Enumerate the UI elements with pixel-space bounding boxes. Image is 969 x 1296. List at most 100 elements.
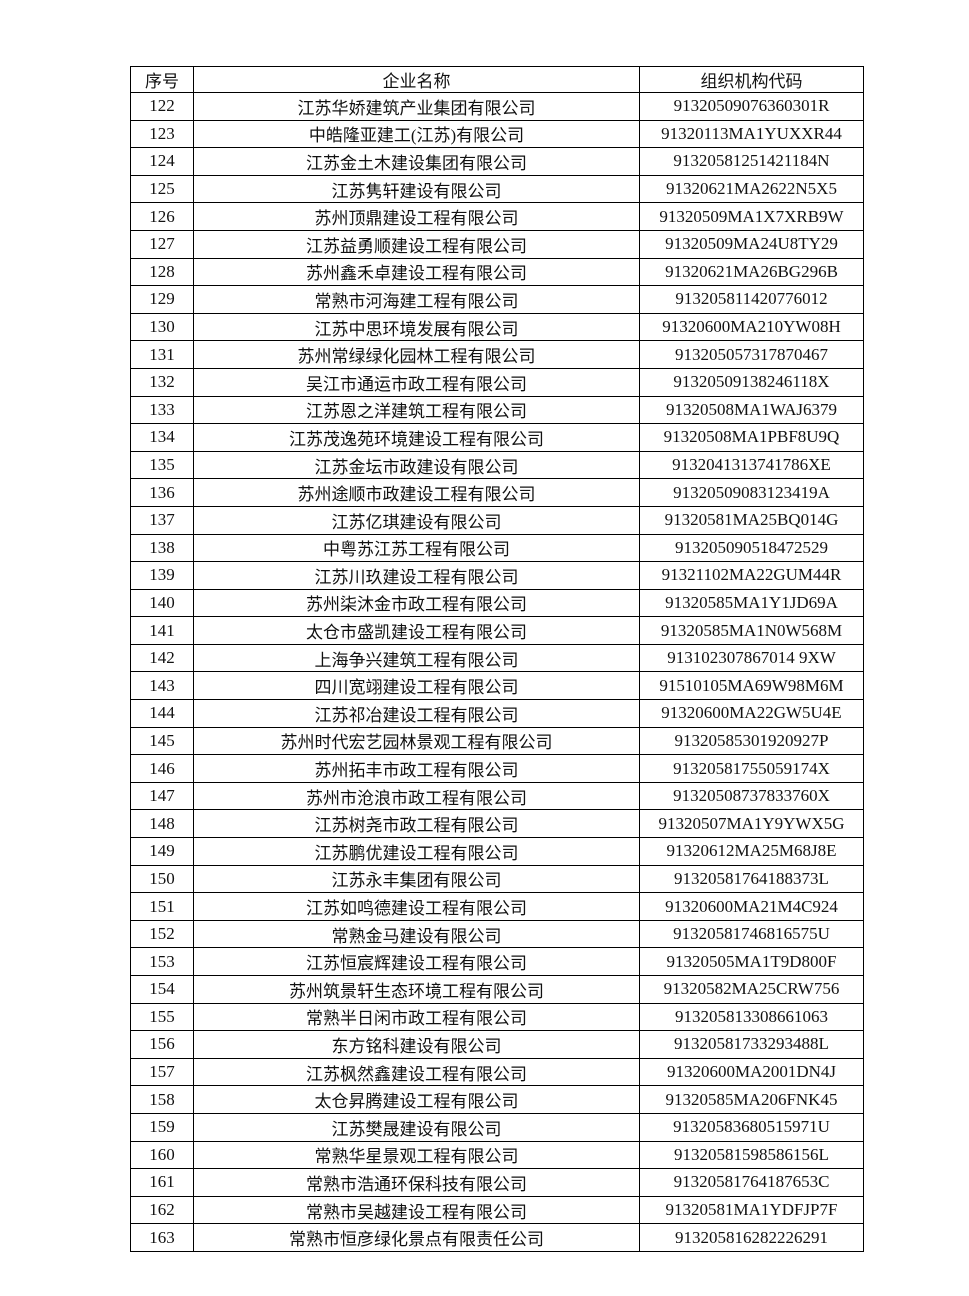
cell-organization-code: 91320621MA26BG296B bbox=[639, 257, 864, 287]
cell-serial-number: 127 bbox=[130, 229, 194, 259]
cell-serial-number: 135 bbox=[130, 450, 194, 480]
table-row: 160 常熟华星景观工程有限公司 91320581598586156L bbox=[130, 1140, 864, 1170]
cell-company-name: 常熟半日闲市政工程有限公司 bbox=[193, 1002, 640, 1032]
cell-company-name: 苏州拓丰市政工程有限公司 bbox=[193, 754, 640, 783]
table-row: 128 苏州鑫禾卓建设工程有限公司 91320621MA26BG296B bbox=[130, 257, 864, 287]
table-row: 163 常熟市恒彦绿化景点有限责任公司 913205816282226291 bbox=[130, 1223, 864, 1252]
table-row: 150 江苏永丰集团有限公司 91320581764188373L bbox=[130, 864, 864, 894]
table-row: 132 吴江市通运市政工程有限公司 91320509138246118X bbox=[130, 367, 864, 397]
cell-serial-number: 123 bbox=[130, 119, 194, 149]
table-row: 139 江苏川玖建设工程有限公司 91321102MA22GUM44R bbox=[130, 561, 864, 590]
table-row: 156 东方铭科建设有限公司 91320581733293488L bbox=[130, 1030, 864, 1059]
cell-organization-code: 91320113MA1YUXXR44 bbox=[639, 119, 864, 149]
table-row: 146 苏州拓丰市政工程有限公司 91320581755059174X bbox=[130, 754, 864, 783]
cell-organization-code: 91321102MA22GUM44R bbox=[639, 561, 864, 590]
table-row: 153 江苏恒宸辉建设工程有限公司 91320505MA1T9D800F bbox=[130, 947, 864, 976]
cell-serial-number: 134 bbox=[130, 423, 194, 452]
cell-company-name: 江苏如鸣德建设工程有限公司 bbox=[193, 892, 640, 921]
cell-serial-number: 143 bbox=[130, 671, 194, 701]
cell-organization-code: 91320581755059174X bbox=[639, 754, 864, 783]
cell-company-name: 吴江市通运市政工程有限公司 bbox=[193, 367, 640, 397]
cell-organization-code: 9132041313741786XE bbox=[639, 450, 864, 480]
cell-organization-code: 91320612MA25M68J8E bbox=[639, 837, 864, 866]
cell-serial-number: 138 bbox=[130, 533, 194, 563]
cell-company-name: 常熟市河海建工程有限公司 bbox=[193, 285, 640, 314]
cell-organization-code: 91320505MA1T9D800F bbox=[639, 947, 864, 976]
cell-company-name: 江苏中思环境发展有限公司 bbox=[193, 312, 640, 342]
table-row: 148 江苏树尧市政工程有限公司 91320507MA1Y9YWX5G bbox=[130, 809, 864, 839]
cell-company-name: 苏州时代宏艺园林景观工程有限公司 bbox=[193, 726, 640, 756]
cell-organization-code: 913205811420776012 bbox=[639, 285, 864, 314]
table-row: 157 江苏枫然鑫建设工程有限公司 91320600MA2001DN4J bbox=[130, 1057, 864, 1087]
table-row: 155 常熟半日闲市政工程有限公司 913205813308661063 bbox=[130, 1002, 864, 1032]
cell-serial-number: 161 bbox=[130, 1168, 194, 1197]
table-row: 136 苏州途顺市政建设工程有限公司 91320509083123419A bbox=[130, 478, 864, 507]
table-row: 122 江苏华娇建筑产业集团有限公司 91320509076360301R bbox=[130, 92, 864, 121]
cell-organization-code: 91320507MA1Y9YWX5G bbox=[639, 809, 864, 839]
table-row: 141 太仓市盛凯建设工程有限公司 91320585MA1N0W568M bbox=[130, 616, 864, 645]
cell-serial-number: 160 bbox=[130, 1140, 194, 1170]
cell-organization-code: 91320600MA2001DN4J bbox=[639, 1057, 864, 1087]
cell-serial-number: 152 bbox=[130, 919, 194, 949]
table-row: 161 常熟市浩通环保科技有限公司 91320581764187653C bbox=[130, 1168, 864, 1197]
cell-organization-code: 91320621MA2622N5X5 bbox=[639, 174, 864, 204]
cell-serial-number: 149 bbox=[130, 837, 194, 866]
table-row: 145 苏州时代宏艺园林景观工程有限公司 91320585301920927P bbox=[130, 726, 864, 756]
cell-organization-code: 91320509MA24U8TY29 bbox=[639, 229, 864, 259]
table-row: 130 江苏中思环境发展有限公司 91320600MA210YW08H bbox=[130, 312, 864, 342]
cell-organization-code: 91320585MA1N0W568M bbox=[639, 616, 864, 645]
cell-company-name: 中粤苏江苏工程有限公司 bbox=[193, 533, 640, 563]
cell-organization-code: 91320582MA25CRW756 bbox=[639, 975, 864, 1004]
cell-serial-number: 129 bbox=[130, 285, 194, 314]
cell-organization-code: 91320581746816575U bbox=[639, 919, 864, 949]
table-row: 140 苏州柒沐金市政工程有限公司 91320585MA1Y1JD69A bbox=[130, 588, 864, 618]
cell-organization-code: 913205057317870467 bbox=[639, 340, 864, 369]
cell-organization-code: 91320600MA21M4C924 bbox=[639, 892, 864, 921]
cell-serial-number: 125 bbox=[130, 174, 194, 204]
cell-serial-number: 130 bbox=[130, 312, 194, 342]
table-row: 135 江苏金坛市政建设有限公司 9132041313741786XE bbox=[130, 450, 864, 480]
cell-organization-code: 91320600MA210YW08H bbox=[639, 312, 864, 342]
table-row: 125 江苏隽轩建设有限公司 91320621MA2622N5X5 bbox=[130, 174, 864, 204]
table-row: 144 江苏祁冶建设工程有限公司 91320600MA22GW5U4E bbox=[130, 699, 864, 728]
cell-serial-number: 141 bbox=[130, 616, 194, 645]
cell-organization-code: 91320509MA1X7XRB9W bbox=[639, 202, 864, 231]
cell-company-name: 江苏恩之洋建筑工程有限公司 bbox=[193, 395, 640, 425]
cell-serial-number: 153 bbox=[130, 947, 194, 976]
cell-company-name: 中皓隆亚建工(江苏)有限公司 bbox=[193, 119, 640, 149]
cell-company-name: 江苏隽轩建设有限公司 bbox=[193, 174, 640, 204]
cell-company-name: 苏州途顺市政建设工程有限公司 bbox=[193, 478, 640, 507]
cell-company-name: 常熟市吴越建设工程有限公司 bbox=[193, 1195, 640, 1225]
table-row: 137 江苏亿琪建设有限公司 91320581MA25BQ014G bbox=[130, 505, 864, 535]
cell-serial-number: 128 bbox=[130, 257, 194, 287]
cell-company-name: 江苏益勇顺建设工程有限公司 bbox=[193, 229, 640, 259]
cell-organization-code: 91320583680515971U bbox=[639, 1112, 864, 1142]
table-row: 133 江苏恩之洋建筑工程有限公司 91320508MA1WAJ6379 bbox=[130, 395, 864, 425]
table-row: 142 上海争兴建筑工程有限公司 913102307867014 9XW bbox=[130, 643, 864, 673]
cell-company-name: 江苏樊晟建设有限公司 bbox=[193, 1112, 640, 1142]
cell-company-name: 上海争兴建筑工程有限公司 bbox=[193, 643, 640, 673]
cell-company-name: 苏州市沧浪市政工程有限公司 bbox=[193, 781, 640, 811]
cell-serial-number: 150 bbox=[130, 864, 194, 894]
cell-serial-number: 126 bbox=[130, 202, 194, 231]
cell-serial-number: 148 bbox=[130, 809, 194, 839]
table-row: 126 苏州顶鼎建设工程有限公司 91320509MA1X7XRB9W bbox=[130, 202, 864, 231]
cell-organization-code: 91510105MA69W98M6M bbox=[639, 671, 864, 701]
cell-company-name: 江苏枫然鑫建设工程有限公司 bbox=[193, 1057, 640, 1087]
cell-organization-code: 91320509076360301R bbox=[639, 92, 864, 121]
cell-company-name: 苏州筑景轩生态环境工程有限公司 bbox=[193, 975, 640, 1004]
table-row: 131 苏州常绿绿化园林工程有限公司 913205057317870467 bbox=[130, 340, 864, 369]
cell-company-name: 东方铭科建设有限公司 bbox=[193, 1030, 640, 1059]
table-row: 162 常熟市吴越建设工程有限公司 91320581MA1YDFJP7F bbox=[130, 1195, 864, 1225]
cell-company-name: 江苏祁冶建设工程有限公司 bbox=[193, 699, 640, 728]
cell-organization-code: 913102307867014 9XW bbox=[639, 643, 864, 673]
cell-serial-number: 133 bbox=[130, 395, 194, 425]
cell-organization-code: 91320581733293488L bbox=[639, 1030, 864, 1059]
table-row: 147 苏州市沧浪市政工程有限公司 91320508737833760X bbox=[130, 781, 864, 811]
table-row: 159 江苏樊晟建设有限公司 91320583680515971U bbox=[130, 1112, 864, 1142]
cell-company-name: 江苏华娇建筑产业集团有限公司 bbox=[193, 92, 640, 121]
cell-organization-code: 91320585MA206FNK45 bbox=[639, 1085, 864, 1114]
cell-serial-number: 122 bbox=[130, 92, 194, 121]
cell-serial-number: 155 bbox=[130, 1002, 194, 1032]
cell-company-name: 四川宽翊建设工程有限公司 bbox=[193, 671, 640, 701]
